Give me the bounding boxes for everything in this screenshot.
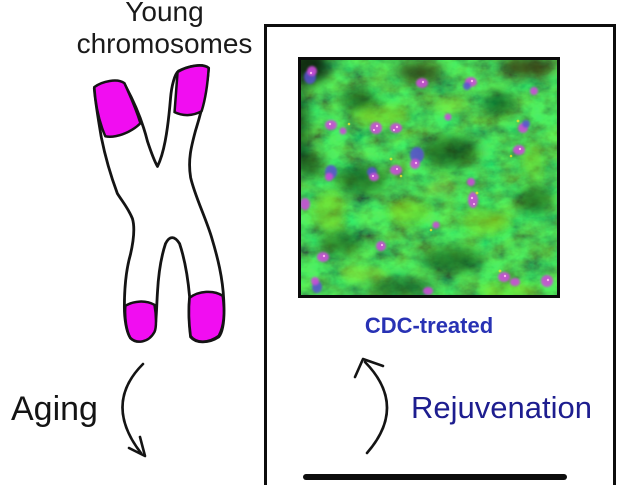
bright-tissue-streaks [313, 97, 544, 295]
title-line-2: chromosomes [76, 28, 253, 59]
young-chromosomes-title: Young chromosomes [52, 0, 277, 60]
rejuvenation-label: Rejuvenation [411, 390, 592, 425]
aging-label: Aging [11, 390, 98, 428]
stained-nuclei [301, 66, 553, 295]
title-line-1: Young [125, 0, 204, 27]
aging-arrow-icon [121, 362, 147, 458]
cdc-treated-micrograph [298, 57, 560, 298]
nuclei-speckles [309, 71, 550, 282]
rejuvenation-arrow-icon [353, 357, 389, 455]
telomere-caps-icon [93, 64, 226, 343]
partial-image-edge-icon [303, 474, 567, 480]
chromosome-drawing-icon [92, 64, 226, 344]
micrograph-caption: CDC-treated [364, 313, 494, 338]
fluorescence-micrograph-icon [301, 60, 557, 295]
